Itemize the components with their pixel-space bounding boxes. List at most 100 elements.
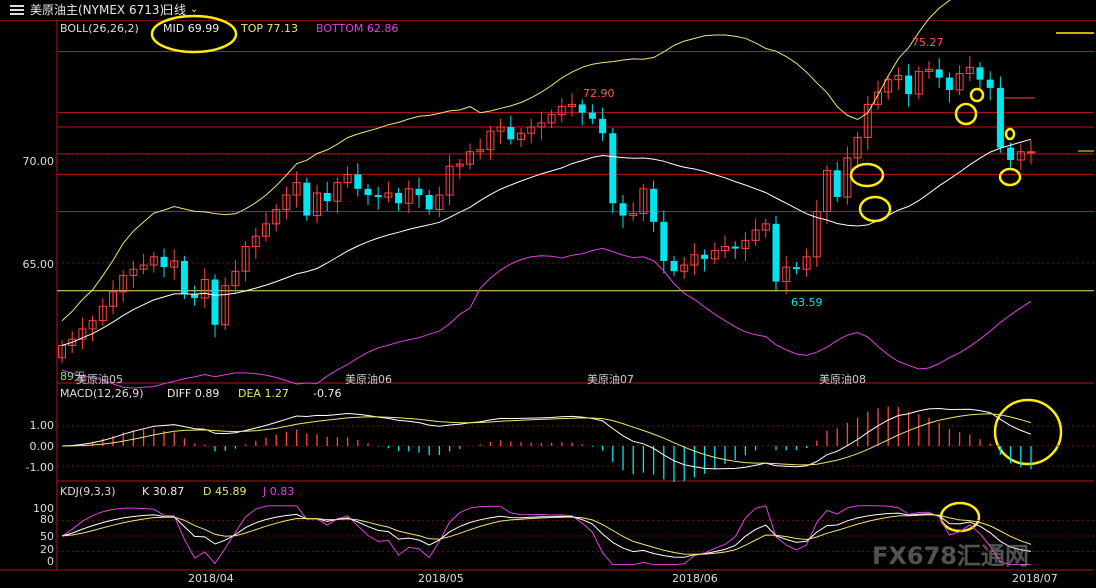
- candle-down: [660, 221, 668, 261]
- candle-up: [231, 270, 240, 287]
- macd-dea-line: [61, 413, 1032, 466]
- contract-label: 美原油08: [819, 373, 866, 386]
- watermark-logo: FX678汇通网: [872, 542, 1029, 570]
- highlight-circle: [849, 162, 885, 188]
- candle-down: [1007, 147, 1015, 160]
- candle-up: [812, 211, 821, 258]
- boll-mid-line: [61, 138, 1032, 346]
- candle-down: [395, 192, 403, 204]
- candle-down: [374, 195, 382, 198]
- candle-up: [262, 223, 270, 237]
- candle-down: [935, 69, 943, 78]
- highlight-circle: [998, 167, 1022, 187]
- candle-up: [343, 173, 352, 184]
- candle-down: [833, 170, 841, 198]
- candle-up: [221, 285, 230, 326]
- kdj-axis-label: 100: [33, 502, 54, 515]
- boll-label: BOLL(26,26,2): [60, 22, 139, 35]
- title-bar: 美原油主(NYMEX 6713) 日线 ⌄: [0, 0, 1096, 21]
- candle-up: [537, 122, 546, 128]
- kdj-j-line: [61, 505, 1031, 566]
- candle-up: [557, 105, 566, 116]
- menu-icon[interactable]: [10, 4, 24, 16]
- contract-label: 美原油06: [345, 373, 392, 386]
- candle-up: [170, 260, 179, 268]
- candle-down: [303, 182, 311, 216]
- candle-up: [802, 256, 811, 270]
- highlight-circle: [858, 195, 892, 223]
- macd-diff-line: [61, 407, 1032, 470]
- candle-up: [476, 149, 485, 153]
- candle-up: [761, 223, 770, 231]
- candle-down: [609, 133, 617, 204]
- candle-down: [354, 174, 362, 189]
- kdj-k-value: K 30.87: [142, 485, 185, 498]
- macd-diff-value: DIFF 0.89: [167, 387, 220, 400]
- candle-up: [751, 229, 760, 241]
- days-label: 89天: [60, 370, 85, 383]
- candle-up: [384, 192, 393, 198]
- macd-axis-label: 0.00: [29, 440, 55, 453]
- kdj-axis-label: 0: [47, 555, 54, 568]
- candle-up: [823, 169, 831, 213]
- kdj-axis-label: 20: [40, 543, 54, 556]
- candle-up: [292, 182, 301, 196]
- candle-up: [894, 75, 903, 81]
- candle-up: [445, 165, 454, 196]
- candle-up: [241, 246, 250, 272]
- boll-top-line: [61, 0, 951, 322]
- candle-up: [466, 151, 474, 165]
- candle-down: [976, 67, 984, 80]
- candle-up: [78, 328, 87, 340]
- chevron-down-icon[interactable]: ⌄: [190, 4, 199, 15]
- candle-down: [323, 192, 331, 202]
- boll-top-value: TOP 77.13: [241, 22, 298, 35]
- price-annotation-low: 63.59: [791, 296, 823, 309]
- candle-up: [568, 103, 576, 107]
- candle-down: [588, 112, 596, 119]
- macd-histogram-value: -0.76: [313, 387, 342, 400]
- date-axis-label: 2018/07: [1012, 572, 1058, 585]
- highlight-macd-circle: [993, 398, 1063, 466]
- candle-up: [965, 66, 974, 74]
- kdj-label: KDJ(9,3,3): [60, 485, 116, 498]
- candle-down: [945, 77, 953, 90]
- candle-up: [547, 114, 556, 124]
- candle-up: [333, 182, 342, 202]
- candle-up: [1016, 151, 1025, 161]
- date-axis-label: 2018/04: [188, 572, 234, 585]
- candle-up: [721, 246, 729, 252]
- kdj-d-line: [61, 514, 1032, 555]
- candle-up: [517, 132, 525, 140]
- candle-up: [639, 188, 648, 215]
- candle-down: [670, 260, 678, 272]
- candle-up: [455, 163, 464, 167]
- candle-down: [619, 203, 627, 216]
- candle-up: [139, 264, 148, 270]
- candle-down: [731, 246, 739, 249]
- kdj-k-line: [61, 512, 1032, 558]
- candle-up: [914, 70, 923, 95]
- candle-up: [251, 235, 260, 248]
- candle-down: [792, 267, 800, 270]
- price-annotation-mid-high: 72.90: [583, 87, 615, 100]
- candle-up: [710, 250, 719, 260]
- boll-bottom-value: BOTTOM 62.86: [316, 22, 399, 35]
- candle-down: [507, 127, 515, 140]
- date-axis-label: 2018/06: [672, 572, 718, 585]
- candle-down: [425, 195, 433, 210]
- kdj-axis-label: 80: [40, 513, 54, 526]
- candle-down: [180, 260, 188, 294]
- candle-up: [955, 72, 964, 91]
- highlight-circle: [1004, 127, 1016, 141]
- period-selector[interactable]: 日线: [162, 3, 187, 17]
- candle-up: [1027, 151, 1035, 154]
- candle-up: [741, 239, 750, 250]
- candle-up: [109, 291, 117, 307]
- candle-down: [701, 254, 709, 259]
- candle-up: [486, 130, 495, 151]
- candle-down: [364, 188, 372, 196]
- candle-up: [404, 188, 413, 204]
